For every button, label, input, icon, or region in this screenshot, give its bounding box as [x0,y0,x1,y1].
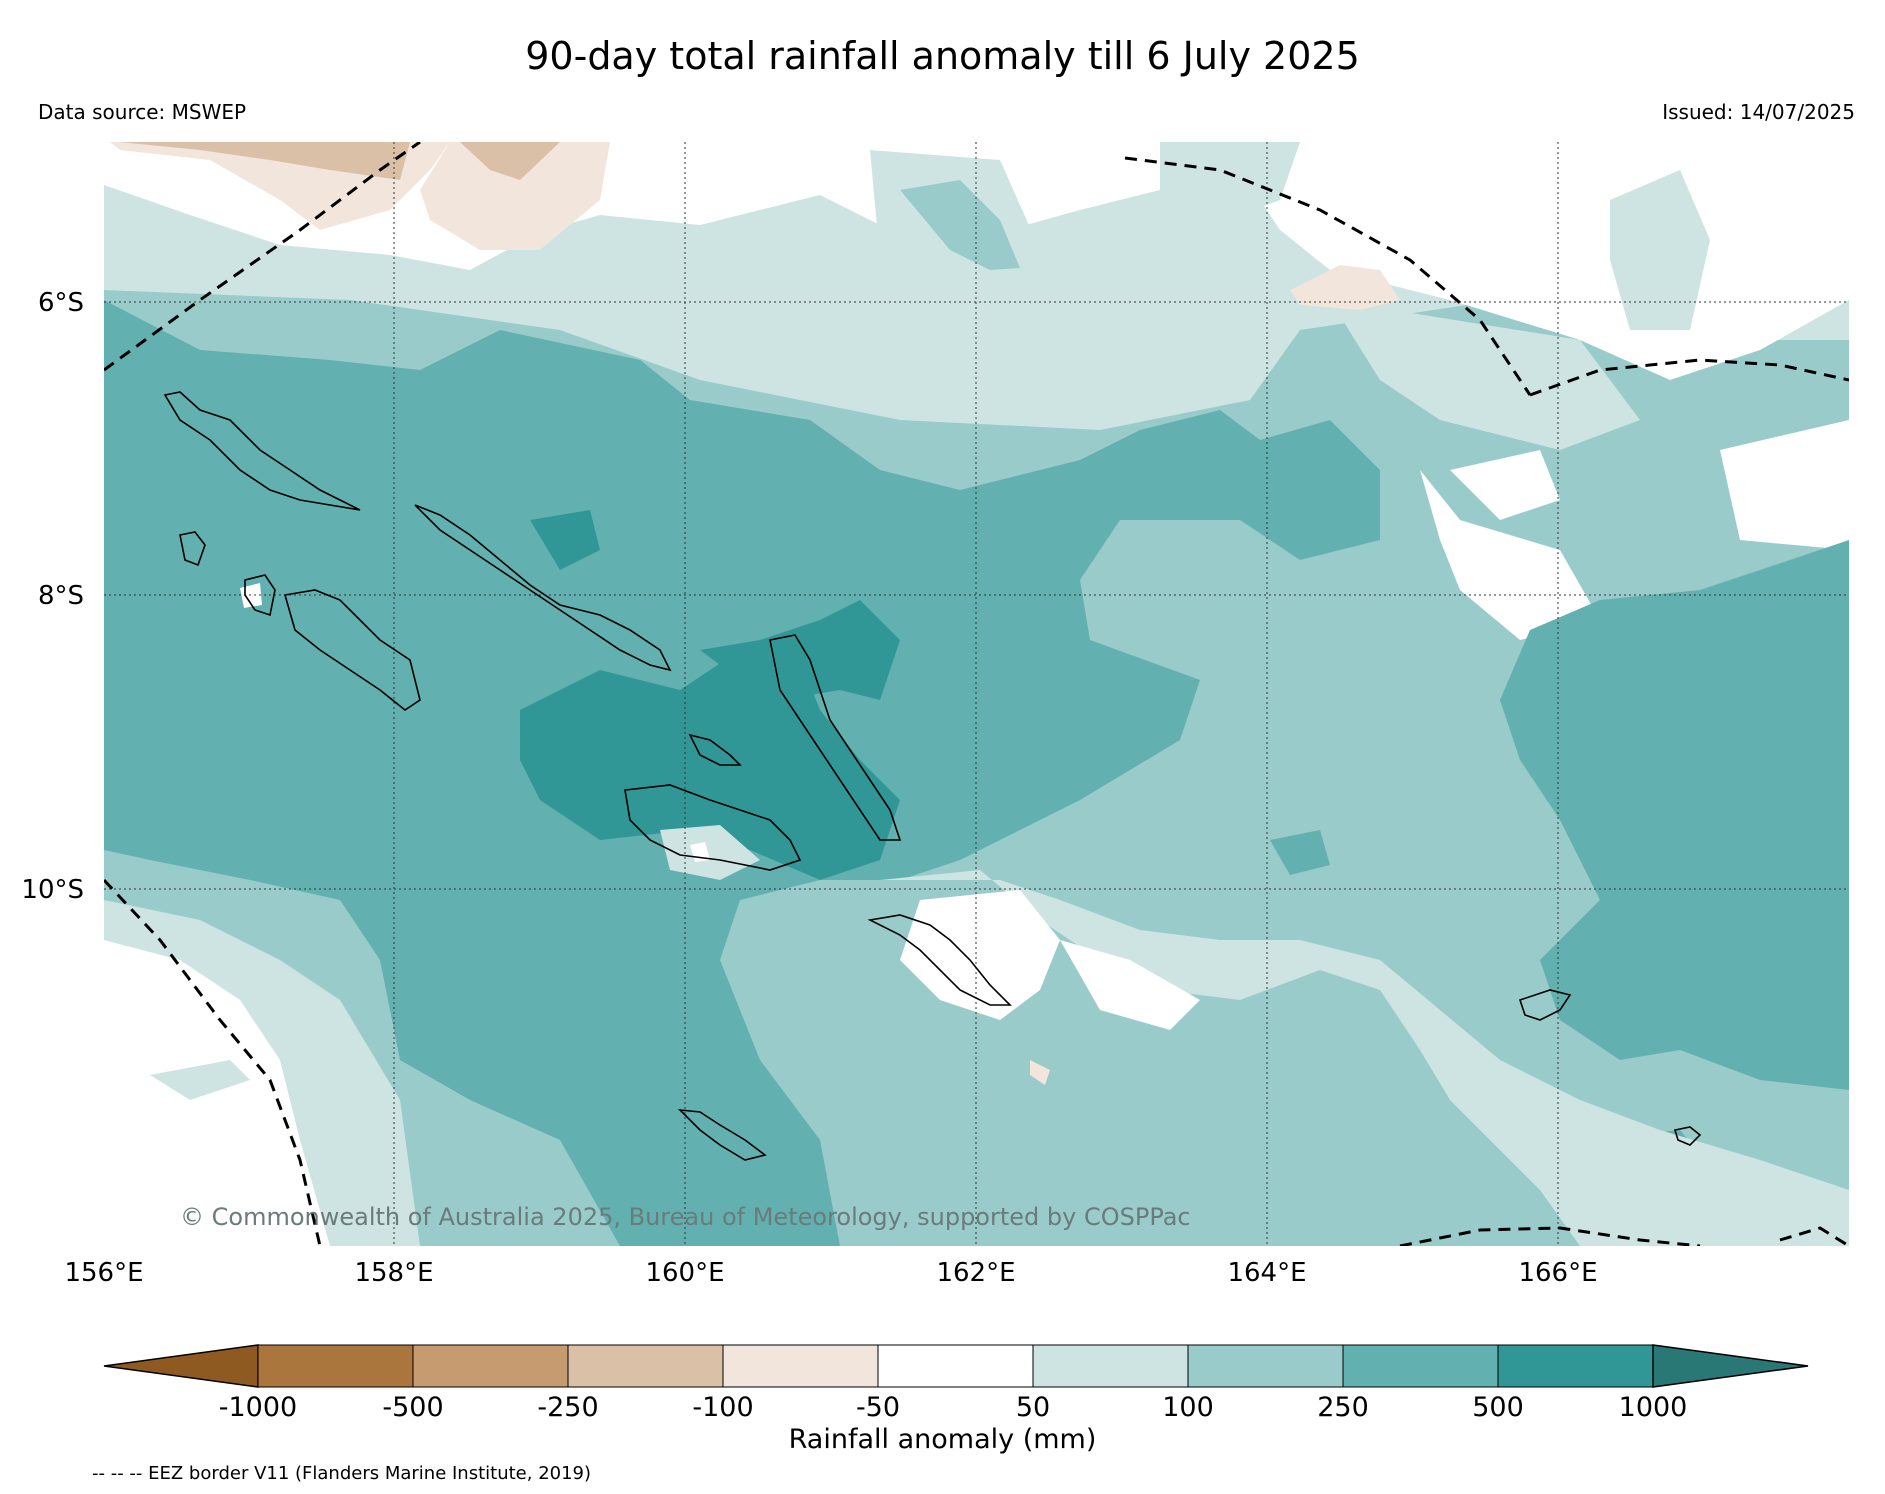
colorbar-tick: -50 [855,1392,901,1423]
colorbar-swatch [722,1344,879,1388]
lat-label: 6°S [37,288,84,318]
colorbar-swatch-under [103,1344,259,1388]
lon-label: 162°E [936,1258,1016,1288]
colorbar-tick: -100 [692,1392,754,1423]
colorbar-tick: 100 [1162,1392,1214,1423]
colorbar [103,1344,1809,1388]
colorbar-swatch-over [1652,1344,1809,1388]
colorbar-swatch [412,1344,569,1388]
lon-label: 160°E [645,1258,725,1288]
colorbar-tick: 250 [1317,1392,1369,1423]
colorbar-swatch [1187,1344,1344,1388]
colorbar-title: Rainfall anomaly (mm) [788,1424,1097,1455]
issued-date-label: Issued: 14/07/2025 [1662,100,1855,124]
colorbar-tick: 1000 [1618,1392,1688,1423]
colorbar-tick: -1000 [218,1392,298,1423]
colorbar-swatch [257,1344,414,1388]
copyright-text: © Commonwealth of Australia 2025, Bureau… [180,1203,1191,1231]
map-title: 90-day total rainfall anomaly till 6 Jul… [525,34,1360,78]
eez-borders [104,142,1849,1246]
lon-label: 166°E [1518,1258,1598,1288]
lon-label: 158°E [354,1258,434,1288]
colorbar-tick: -250 [537,1392,599,1423]
lon-label: 156°E [64,1258,144,1288]
graticule [104,142,1849,1246]
colorbar-tick: 50 [1015,1392,1051,1423]
lon-label: 164°E [1227,1258,1307,1288]
colorbar-swatch [1342,1344,1499,1388]
colorbar-tick: 500 [1472,1392,1524,1423]
colorbar-swatch [1497,1344,1654,1388]
coastlines [163,391,1702,1161]
lat-label: 10°S [21,875,84,905]
lat-label: 8°S [37,581,84,611]
colorbar-tick: -500 [382,1392,444,1423]
data-source-label: Data source: MSWEP [38,100,247,124]
colorbar-swatch [567,1344,724,1388]
colorbar-swatch [877,1344,1034,1388]
anomaly-contours [104,142,1849,1246]
colorbar-swatch [1032,1344,1189,1388]
eez-footnote: -- -- -- EEZ border V11 (Flanders Marine… [92,1463,592,1484]
